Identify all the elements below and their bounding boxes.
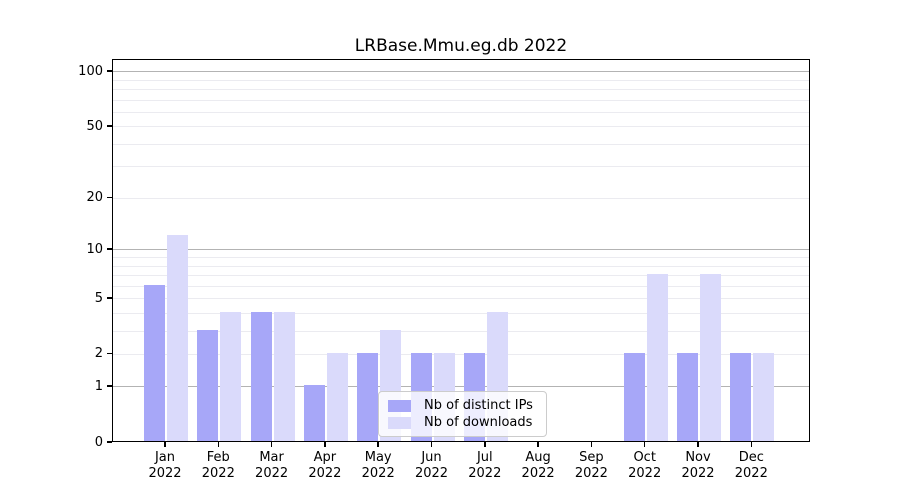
legend-item-distinct-ips: Nb of distinct IPs [388,398,537,413]
x-tick-label-apr: Apr 2022 [308,450,342,481]
gridline-20 [113,197,809,199]
x-tick-label-may: May 2022 [361,450,395,481]
bar-distinct-ips-jan [144,284,165,441]
x-tick-label-feb: Feb 2022 [201,450,235,481]
x-tick-mark-may [377,442,379,447]
bar-distinct-ips-apr [303,385,325,441]
y-tick-mark-10 [107,248,112,251]
x-tick-mark-mar [270,442,273,447]
x-tick-label-jun: Jun 2022 [414,450,449,481]
y-tick-label-2: 2 [94,346,103,362]
x-tick-mark-jul [484,442,486,447]
gridline-6 [113,285,809,287]
bar-distinct-ips-mar [250,311,272,441]
legend-swatch-downloads [388,416,411,429]
chart-title: LRBase.Mmu.eg.db 2022 [354,36,568,56]
x-tick-mark-aug [537,442,539,447]
x-tick-label-jan: Jan 2022 [148,450,182,481]
y-tick-mark-100 [107,70,112,73]
y-tick-label-100: 100 [78,63,103,79]
legend: Nb of distinct IPs Nb of downloads [378,391,547,437]
x-tick-label-oct: Oct 2022 [628,450,662,481]
gridline-50 [113,126,809,128]
x-tick-mark-nov [697,442,699,447]
bar-downloads-apr [326,352,348,441]
x-tick-mark-feb [217,442,220,447]
gridline-40 [113,143,809,145]
bar-downloads-nov [700,274,721,441]
legend-label-distinct-ips: Nb of distinct IPs [424,398,533,413]
bar-downloads-feb [220,311,242,441]
bar-distinct-ips-dec [730,352,752,441]
y-tick-label-0: 0 [94,434,103,450]
y-tick-mark-2 [107,352,112,355]
bar-distinct-ips-oct [623,352,645,441]
gridline-70 [113,99,809,101]
bar-distinct-ips-may [357,352,379,441]
y-tick-mark-0 [107,441,112,443]
gridline-80 [113,89,809,91]
y-tick-mark-1 [107,385,112,387]
y-tick-label-20: 20 [86,190,103,206]
x-tick-label-sep: Sep 2022 [574,450,608,481]
x-tick-label-nov: Nov 2022 [681,450,715,481]
gridline-60 [113,111,809,113]
y-tick-mark-50 [107,125,112,127]
gridline-100 [113,71,809,73]
y-tick-mark-20 [107,196,112,199]
gridline-10 [113,249,809,251]
gridline-2 [113,353,809,355]
x-tick-label-dec: Dec 2022 [734,450,768,481]
x-tick-mark-sep [590,442,593,447]
x-tick-label-mar: Mar 2022 [255,450,289,481]
y-tick-label-5: 5 [94,290,103,306]
gridline-1 [113,386,809,388]
legend-label-downloads: Nb of downloads [424,415,533,430]
y-tick-label-10: 10 [86,241,103,257]
gridline-4 [113,312,809,314]
bar-downloads-mar [273,311,295,441]
y-tick-mark-5 [107,297,112,299]
bar-distinct-ips-nov [677,352,698,441]
y-tick-label-50: 50 [86,118,103,134]
x-tick-mark-oct [643,442,646,447]
x-tick-mark-jan [164,442,166,447]
gridline-8 [113,265,809,267]
legend-item-downloads: Nb of downloads [388,415,537,430]
bar-downloads-jan [167,235,188,441]
x-tick-label-aug: Aug 2022 [521,450,555,481]
y-tick-label-1: 1 [94,378,103,394]
bar-distinct-ips-feb [197,329,219,441]
gridline-30 [113,166,809,168]
x-tick-mark-dec [750,442,753,447]
gridline-9 [113,257,809,259]
gridline-90 [113,79,809,81]
bar-downloads-dec [753,352,775,441]
x-tick-mark-jun [430,442,433,447]
gridline-3 [113,330,809,332]
legend-swatch-distinct-ips [388,399,411,412]
x-tick-label-jul: Jul 2022 [468,450,502,481]
bar-downloads-oct [646,274,668,441]
plot-area [112,59,810,442]
gridline-7 [113,275,809,277]
x-tick-mark-apr [324,442,326,447]
gridline-5 [113,298,809,300]
